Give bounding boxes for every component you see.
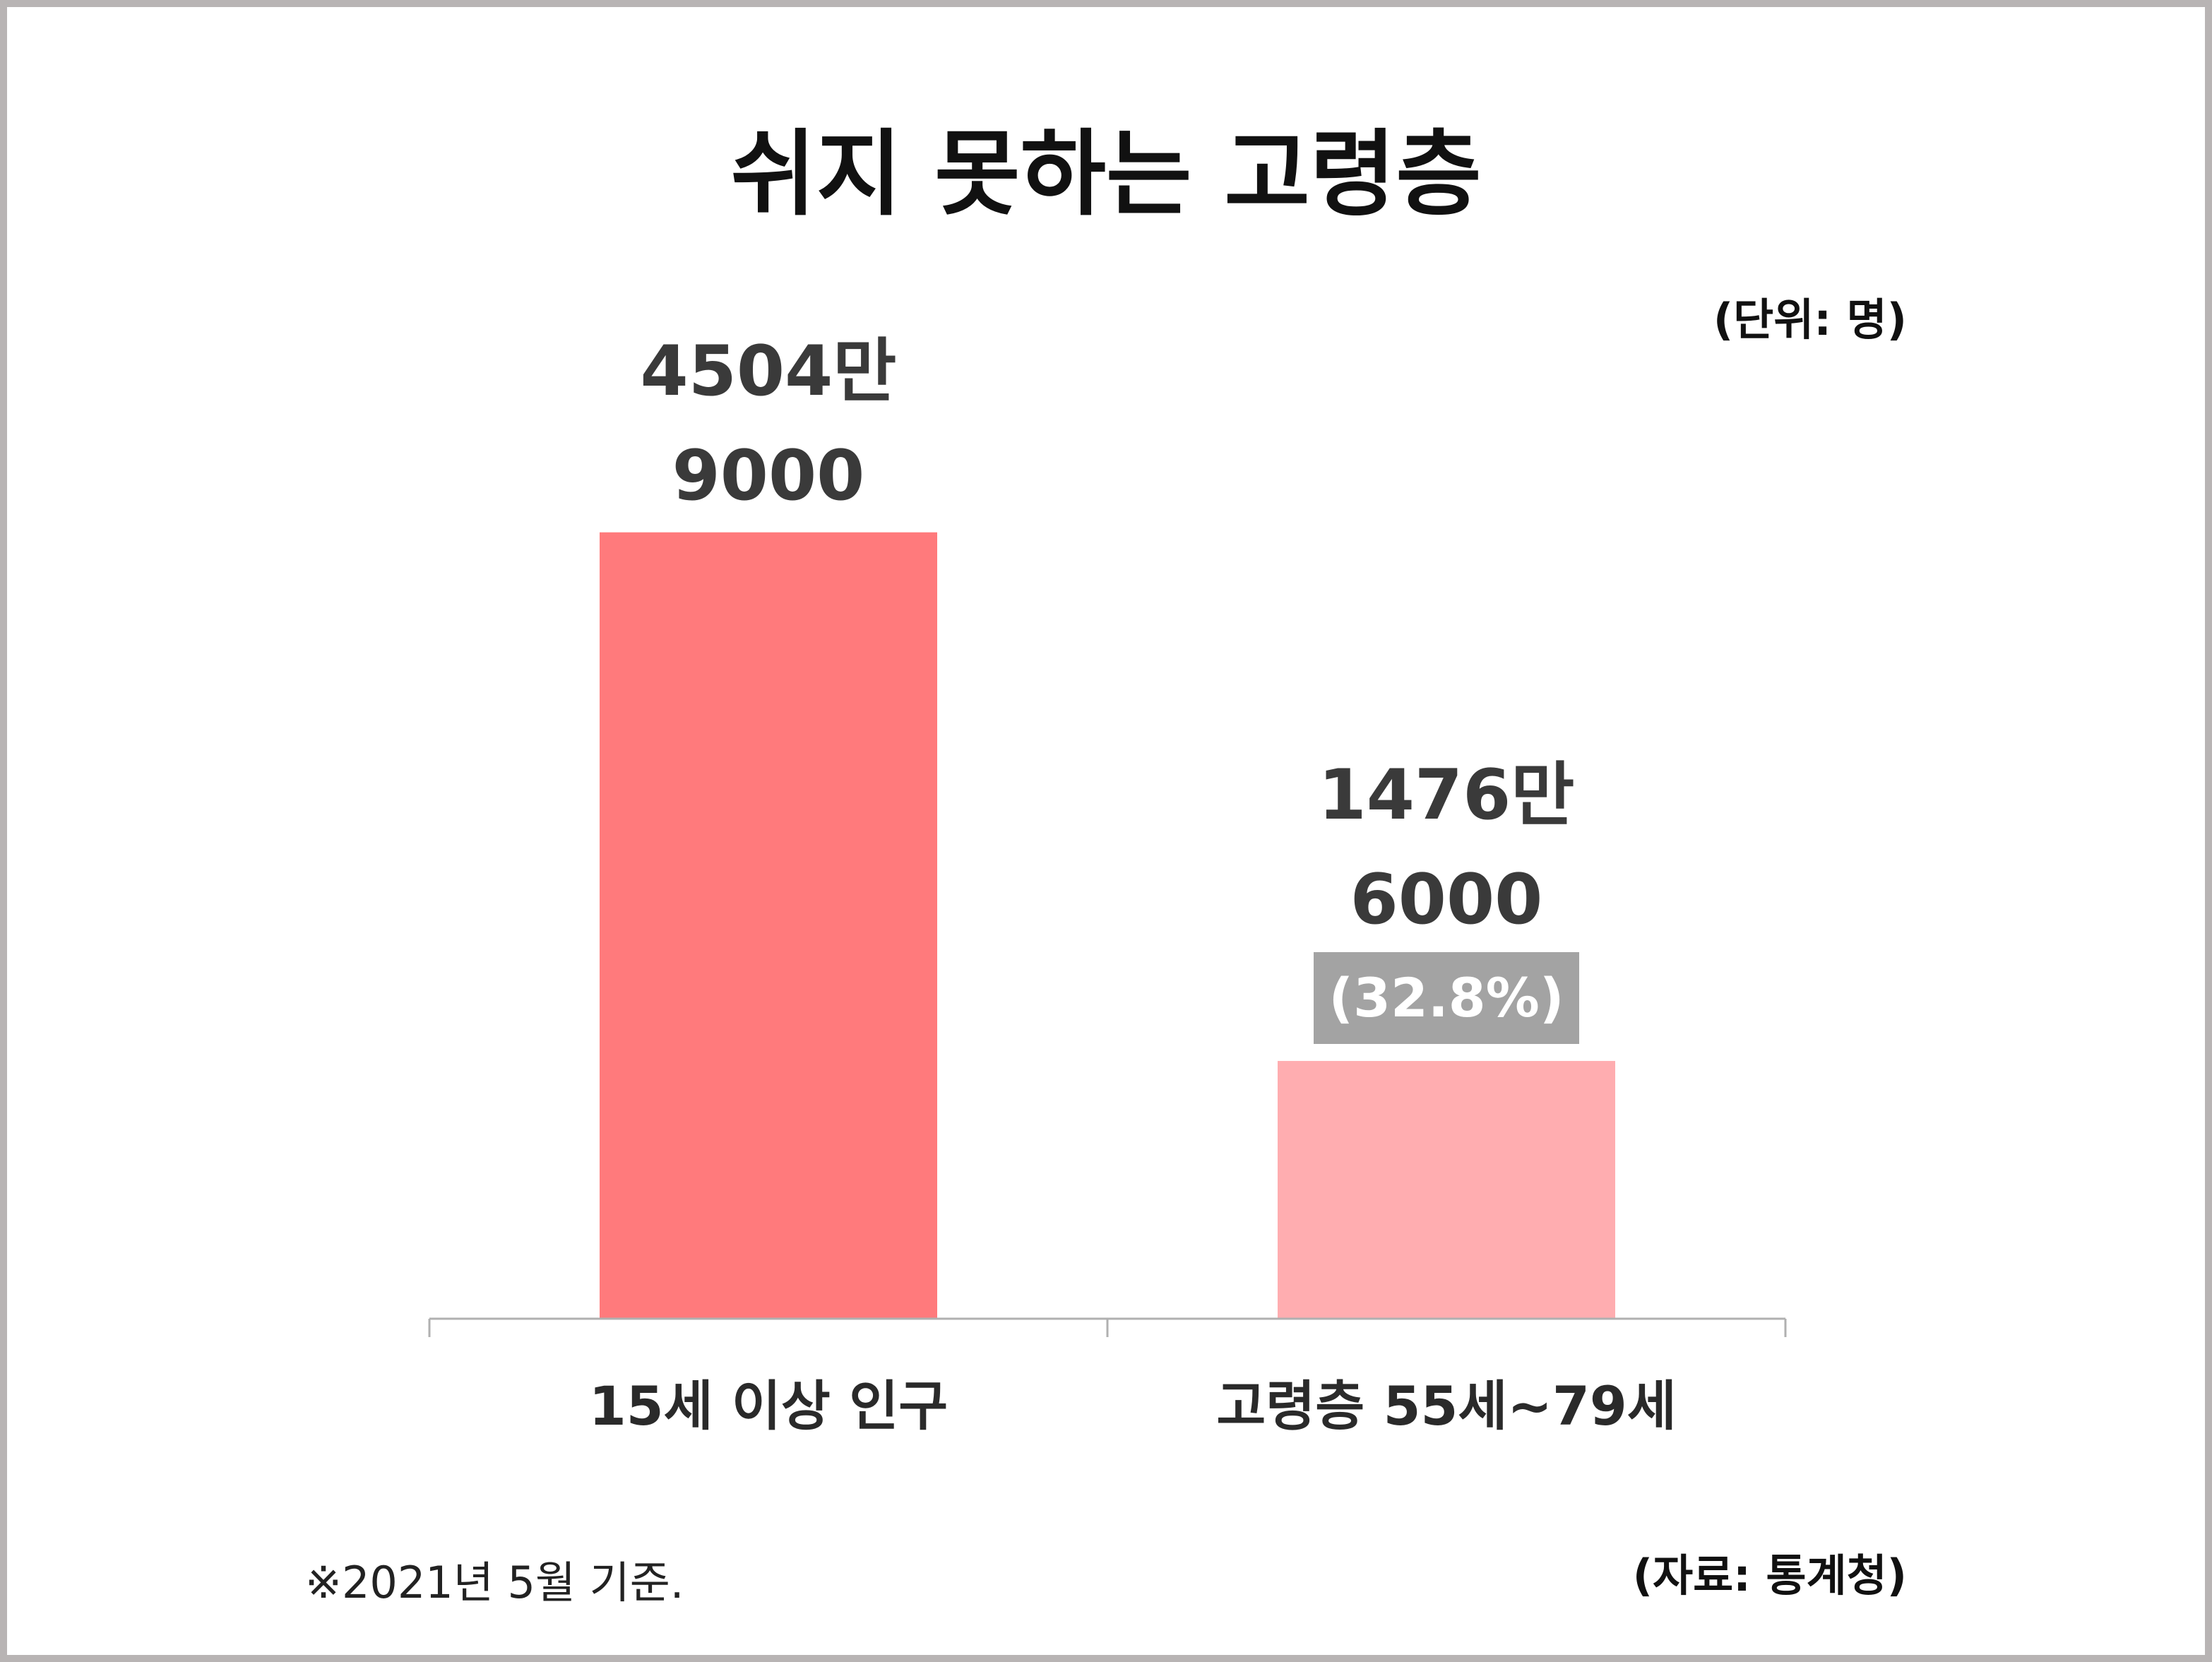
value-label-line: 4504만 — [640, 331, 897, 412]
footnote: ※2021년 5월 기준. — [305, 1557, 684, 1608]
value-label-line: 9000 — [672, 435, 865, 516]
bar-1 — [600, 532, 937, 1319]
value-label-line: 6000 — [1350, 860, 1543, 941]
source-note: (자료: 통계청) — [1632, 1550, 1907, 1601]
value-label: 1476만 6000 — [1235, 743, 1658, 952]
unit-note: (단위: 명) — [1713, 294, 1907, 345]
share-badge: (32.8%) — [1314, 952, 1579, 1045]
bar-2 — [1278, 1061, 1615, 1319]
value-label-line: 1476만 — [1318, 755, 1575, 836]
category-label: 고령층 55세~79세 — [1216, 1375, 1677, 1437]
category-label: 15세 이상 인구 — [588, 1375, 949, 1437]
chart-title: 쉬지 못하는 고령층 — [730, 120, 1482, 229]
value-label: 4504만 9000 — [557, 319, 980, 528]
